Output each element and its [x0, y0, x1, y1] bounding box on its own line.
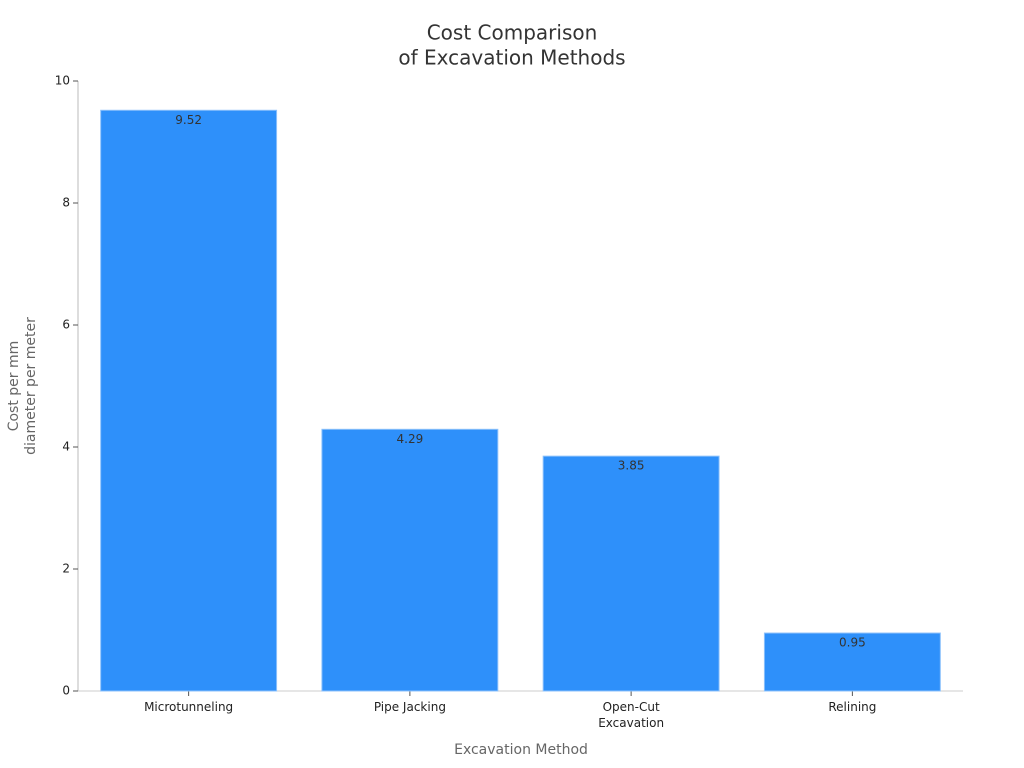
x-tick-label: Microtunneling	[144, 700, 234, 714]
chart-title: of Excavation Methods	[398, 46, 625, 70]
x-tick-label: Relining	[828, 700, 877, 714]
bar	[100, 109, 278, 692]
value-label: 0.95	[839, 636, 866, 650]
bar	[321, 428, 499, 692]
chart-title: Cost Comparison	[427, 21, 598, 45]
y-tick-label: 2	[62, 562, 70, 576]
bar	[763, 632, 941, 692]
x-tick-label: Pipe Jacking	[373, 700, 446, 714]
bar	[542, 455, 720, 692]
y-axis-label: Cost per mm	[6, 341, 22, 432]
value-label: 4.29	[397, 432, 424, 446]
value-label: 3.85	[618, 459, 645, 473]
y-tick-label: 6	[62, 318, 70, 332]
y-tick-label: 8	[62, 196, 70, 210]
x-tick-label: Open-Cut Excavation	[598, 700, 665, 730]
y-tick-label: 0	[62, 684, 70, 698]
y-tick-label: 10	[55, 74, 70, 88]
x-axis-label: Excavation Method	[454, 742, 588, 758]
y-tick-label: 4	[62, 440, 70, 454]
value-label: 9.52	[175, 113, 202, 127]
y-axis-label: diameter per meter	[23, 317, 39, 455]
